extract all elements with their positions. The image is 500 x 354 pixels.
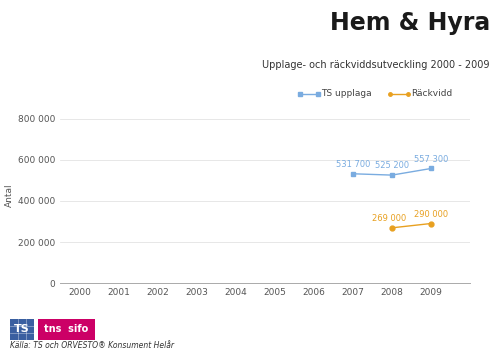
TS upplaga bbox=[389, 173, 395, 177]
Text: Räckvidd: Räckvidd bbox=[411, 89, 453, 98]
Text: 290 000: 290 000 bbox=[414, 210, 448, 218]
Text: tns  sifo: tns sifo bbox=[44, 324, 88, 334]
Text: 531 700: 531 700 bbox=[336, 160, 370, 169]
Text: 557 300: 557 300 bbox=[414, 155, 448, 164]
Text: 269 000: 269 000 bbox=[372, 214, 406, 223]
Text: 525 200: 525 200 bbox=[375, 161, 409, 170]
Text: Hem & Hyra: Hem & Hyra bbox=[330, 11, 490, 35]
Text: Källa: TS och ORVESTO® Konsument Helår: Källa: TS och ORVESTO® Konsument Helår bbox=[10, 342, 174, 350]
Text: TS upplaga: TS upplaga bbox=[321, 89, 372, 98]
Text: Upplage- och räckviddsutveckling 2000 - 2009: Upplage- och räckviddsutveckling 2000 - … bbox=[262, 60, 490, 70]
TS upplaga bbox=[428, 166, 434, 171]
Räckvidd bbox=[428, 221, 434, 225]
Räckvidd bbox=[389, 226, 395, 230]
Line: TS upplaga: TS upplaga bbox=[350, 166, 434, 178]
Y-axis label: Antal: Antal bbox=[4, 183, 14, 206]
TS upplaga bbox=[350, 172, 356, 176]
Text: TS: TS bbox=[14, 324, 30, 334]
Line: Räckvidd: Räckvidd bbox=[390, 221, 434, 230]
